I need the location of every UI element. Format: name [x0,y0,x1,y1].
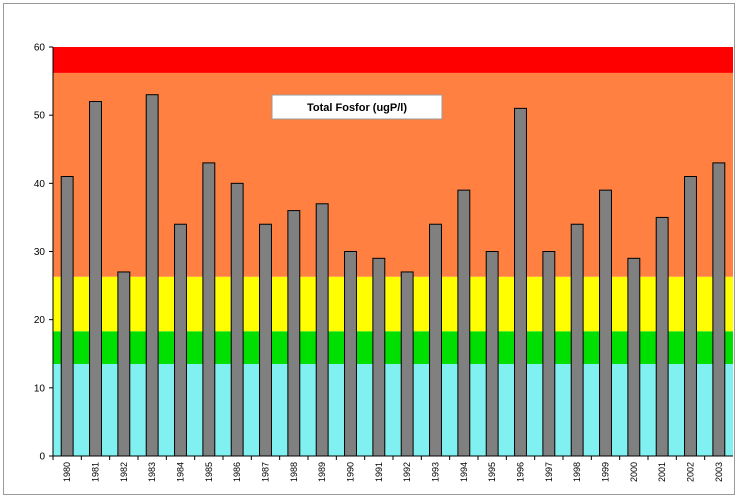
y-tick-label: 50 [34,111,46,122]
x-tick-label: 1989 [317,462,327,482]
bar-1980 [60,176,74,457]
bar-1986 [230,182,244,457]
bar-1995 [485,251,499,457]
x-tick-label: 2002 [686,462,696,482]
bar-1990 [344,251,357,457]
chart-title: Total Fosfor (ugP/l) [307,102,407,114]
x-tick-label: 1982 [119,462,129,482]
band-1 [53,331,733,364]
x-tick-label: 1991 [374,462,384,482]
chart-title-box: Total Fosfor (ugP/l) [271,94,443,120]
x-tick-label: 1997 [544,462,554,482]
x-tick-label: 1990 [346,462,356,482]
bar-2003 [712,162,726,457]
band-2 [53,276,733,332]
band-4 [53,47,733,73]
x-tick-label: 2003 [714,462,724,482]
x-tick-label: 1980 [62,462,72,482]
bar-1985 [202,162,216,457]
bar-1993 [429,223,442,457]
bar-1997 [542,251,556,457]
x-tick-label: 2001 [657,462,667,482]
x-tick-label: 1985 [204,462,214,482]
x-tick-label: 1986 [232,462,242,482]
bar-2001 [655,216,669,457]
y-axis: 0 10 20 30 40 50 60 [34,43,54,463]
x-tick-label: 1988 [289,462,299,482]
x-tick-label: 1981 [91,462,101,482]
bar-1996 [514,107,527,457]
bar-1988 [287,210,301,457]
x-tick-label: 1992 [402,462,412,482]
bar-1983 [145,94,159,457]
x-axis: 1980 1981 1982 1983 1984 1985 1986 1987 1988 1989… [52,455,733,482]
x-tick-label: 1984 [176,462,186,482]
chart-frame: 0 10 20 30 40 50 60 1980 1981 1982 1983 1984 1985 19… [3,3,735,495]
bar-1982 [117,271,131,457]
bar-1984 [174,223,187,457]
y-tick-label: 20 [34,315,46,326]
x-tick-label: 1999 [601,462,611,482]
bars [60,94,726,457]
bar-1994 [457,189,471,457]
y-tick-label: 10 [34,383,46,394]
y-tick-label: 40 [34,179,46,190]
bar-1992 [400,271,414,457]
bar-2000 [627,257,641,457]
bar-2002 [684,176,697,457]
bar-1981 [89,101,102,457]
y-tick-label: 30 [34,247,46,258]
bar-1991 [372,257,386,457]
x-tick-label: 1998 [572,462,582,482]
x-tick-label: 1995 [487,462,497,482]
x-tick-label: 1994 [459,462,469,482]
x-tick-label: 1996 [516,462,526,482]
x-tick-label: 1983 [147,462,157,482]
x-tick-label: 1993 [431,462,441,482]
bar-1989 [315,203,329,457]
bar-1998 [570,223,584,457]
y-tick-label: 0 [39,452,45,463]
x-tick-label: 1987 [261,462,271,482]
bar-1999 [599,189,612,457]
y-tick-label: 60 [34,43,46,54]
x-tick-label: 2000 [629,462,639,482]
band-0 [53,363,733,456]
bar-1987 [259,223,272,457]
